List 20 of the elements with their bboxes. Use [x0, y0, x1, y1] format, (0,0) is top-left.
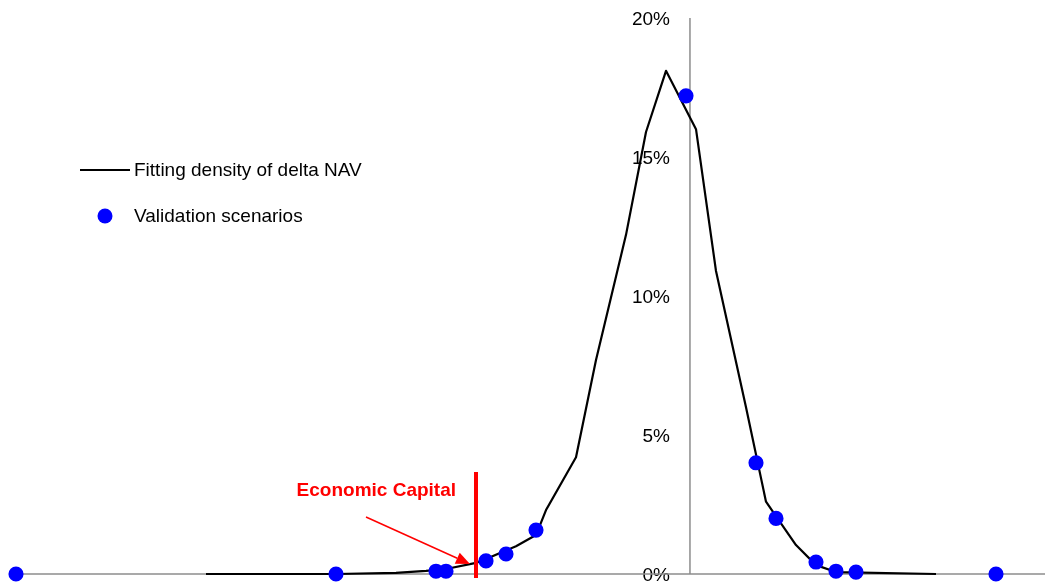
point: [478, 553, 494, 569]
point: [438, 563, 454, 579]
point: [328, 566, 344, 582]
annotation: Economic Capital: [296, 479, 456, 500]
legend-label: Validation scenarios: [134, 205, 303, 226]
legend-label: Fitting density of delta NAV: [134, 159, 363, 180]
y-tick-label: 5%: [642, 424, 671, 446]
point: [528, 522, 544, 538]
point: [848, 564, 864, 580]
point: [988, 566, 1004, 582]
point: [678, 88, 694, 104]
y-tick-label: 0%: [642, 563, 671, 585]
point: [748, 455, 764, 471]
y-tick-label: 20%: [631, 7, 671, 29]
point: [498, 546, 514, 562]
point: [828, 563, 844, 579]
point: [808, 554, 824, 570]
point: [8, 566, 24, 582]
point: [768, 510, 784, 526]
y-tick-label: 10%: [631, 285, 671, 307]
